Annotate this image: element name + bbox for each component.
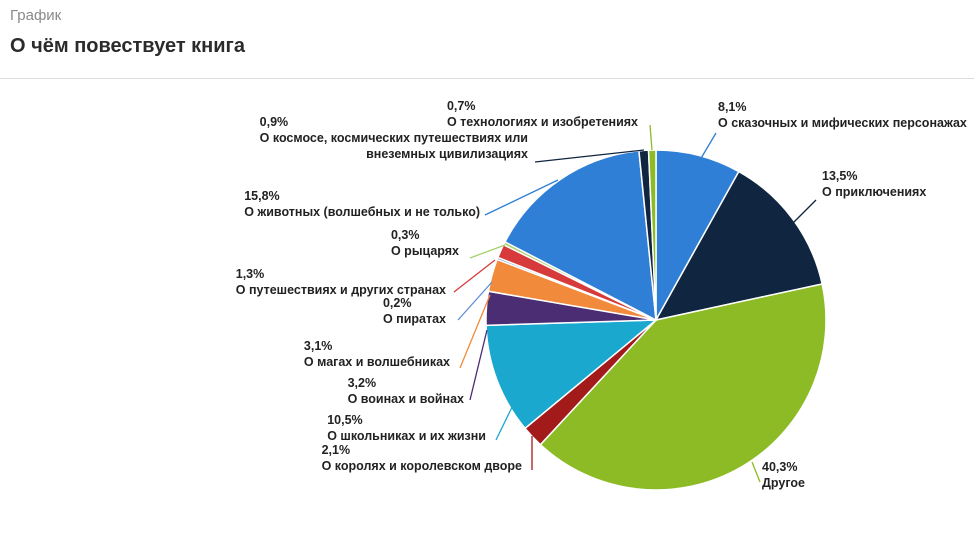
slice-category-text: О воинах и войнах: [348, 392, 464, 406]
leader-line: [453, 259, 496, 293]
slice-label: 8,1% О сказочных и мифических персонажах: [718, 100, 967, 130]
slice-label: 10,5% О школьниках и их жизни: [327, 413, 486, 443]
leader-line: [751, 461, 761, 483]
slice-value-text: 0,7%: [447, 99, 476, 113]
slice-category-text: О магах и волшебниках: [304, 355, 450, 369]
slice-category-text: О рыцарях: [391, 244, 459, 258]
slice-category-text: О пиратах: [383, 312, 446, 326]
slice-label: 3,1% О магах и волшебниках: [304, 339, 450, 369]
leader-line: [457, 281, 493, 321]
slice-label: 3,2% О воинах и войнах: [348, 376, 464, 406]
slice-category-text: О путешествиях и других странах: [236, 283, 446, 297]
slice-category-text: О животных (волшебных и не только): [244, 205, 480, 219]
slice-category-text: О школьниках и их жизни: [327, 429, 486, 443]
slice-label: 0,3% О рыцарях: [391, 228, 459, 258]
slice-category-text: О приключениях: [822, 185, 926, 199]
slice-value-text: 13,5%: [822, 169, 857, 183]
section-kicker: График: [10, 7, 62, 24]
leader-line: [789, 199, 817, 227]
leader-line: [469, 244, 506, 259]
chart-header: График О чём повествует книга: [0, 0, 974, 79]
slice-value-text: 3,1%: [304, 339, 333, 353]
slice-label: 2,1% О королях и королевском дворе: [322, 443, 522, 473]
slice-label: 0,9% О космосе, космических путешествиях …: [260, 115, 528, 161]
slice-value-text: 8,1%: [718, 100, 747, 114]
slice-value-text: 40,3%: [762, 460, 797, 474]
pie-slice: [654, 170, 824, 322]
slice-category-text: внеземных цивилизациях: [366, 147, 528, 161]
leader-line: [699, 132, 717, 161]
leader-line: [495, 394, 519, 441]
slice-label: 0,7% О технологиях и изобретениях: [447, 99, 638, 129]
slice-category-text: О сказочных и мифических персонажах: [718, 116, 967, 130]
leader-line: [649, 124, 653, 151]
slice-value-text: 10,5%: [327, 413, 362, 427]
slice-value-text: 0,3%: [391, 228, 420, 242]
slice-value-text: 3,2%: [348, 376, 377, 390]
slice-value-text: 0,9%: [260, 115, 289, 129]
pie-slice: [647, 149, 657, 321]
slice-category-text: О космосе, космических путешествиях или: [260, 131, 528, 145]
pie-slice: [504, 150, 657, 322]
slice-label: 0,2% О пиратах: [383, 296, 446, 326]
leader-line: [459, 294, 491, 369]
slice-label: 13,5% О приключениях: [822, 169, 926, 199]
slice-value-text: 15,8%: [244, 189, 279, 203]
slice-category-text: О технологиях и изобретениях: [447, 115, 638, 129]
leader-line: [469, 329, 488, 401]
leader-line: [484, 179, 559, 216]
chart-title: О чём повествует книга: [10, 35, 246, 57]
slice-label: 1,3% О путешествиях и других странах: [236, 267, 446, 297]
slice-category-text: О королях и королевском дворе: [322, 459, 522, 473]
slice-category-text: Другое: [762, 476, 805, 490]
slice-value-text: 2,1%: [322, 443, 351, 457]
leader-line: [534, 149, 645, 163]
slice-label: 15,8% О животных (волшебных и не только): [244, 189, 480, 219]
slice-value-text: 0,2%: [383, 296, 412, 310]
pie-slice: [539, 283, 827, 491]
slice-value-text: 1,3%: [236, 267, 265, 281]
slice-label: 40,3% Другое: [762, 460, 805, 490]
